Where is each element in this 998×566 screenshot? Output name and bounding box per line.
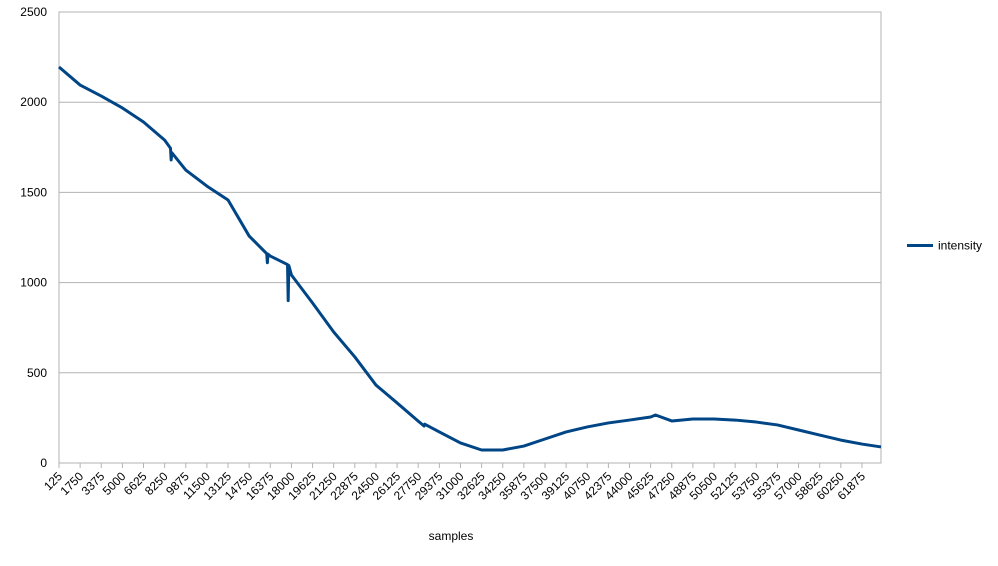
legend-label: intensity [938,239,982,253]
y-tick-label: 1500 [20,185,47,199]
y-tick-label: 1000 [20,276,47,290]
y-tick-label: 0 [40,456,47,470]
y-tick-label: 500 [27,366,47,380]
y-tick-label: 2500 [20,5,47,19]
plot-frame [58,11,882,464]
y-tick-label: 2000 [20,95,47,109]
data-line [58,65,882,452]
x-axis-title: samples [429,529,474,543]
